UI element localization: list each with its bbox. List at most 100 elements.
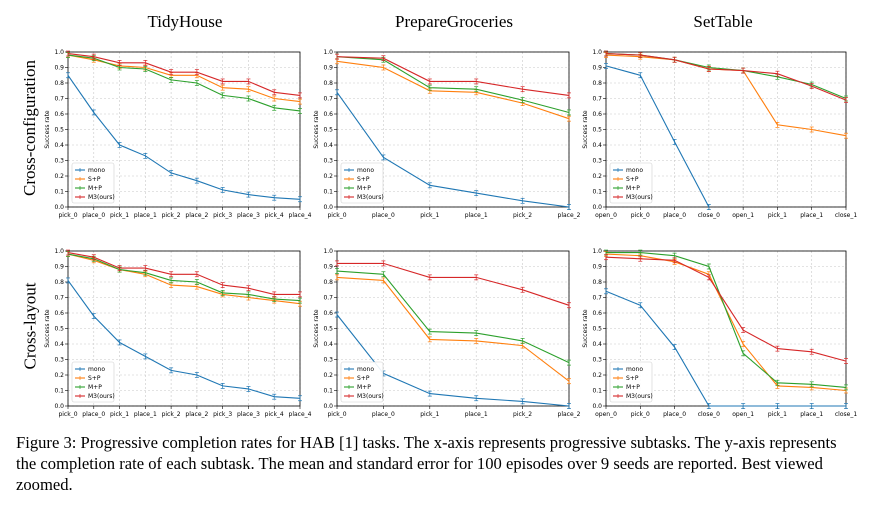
y-tick-label: 0.3	[323, 357, 333, 364]
x-tick-label: pick_0	[58, 212, 77, 219]
x-tick-label: pick_1	[110, 212, 129, 219]
y-tick-label: 0.5	[54, 127, 64, 134]
y-tick-label: 0.0	[323, 403, 333, 410]
x-tick-label: place_1	[800, 411, 823, 418]
y-tick-label: 0.9	[592, 264, 602, 271]
x-tick-label: open_1	[732, 212, 754, 219]
legend-box	[609, 162, 653, 204]
y-tick-label: 0.6	[54, 310, 64, 317]
legend-label: M3(ours)	[357, 194, 384, 201]
legend-box	[609, 361, 653, 403]
x-tick-label: place_2	[558, 212, 581, 219]
y-tick-label: 0.5	[592, 326, 602, 333]
y-tick-label: 0.0	[323, 204, 333, 211]
x-tick-label: pick_0	[327, 212, 346, 219]
series-line-M+P	[606, 252, 847, 388]
series-line-M3(ours)	[67, 252, 300, 295]
y-axis-label: Success rate	[582, 110, 589, 149]
legend-label: M+P	[357, 185, 371, 192]
x-tick-label: place_3	[237, 212, 260, 219]
legend-box	[340, 162, 384, 204]
legend-label: S+P	[626, 375, 639, 382]
series-line-M+P	[336, 270, 570, 364]
figure: TidyHouse PrepareGroceries SetTable Cros…	[20, 12, 857, 418]
y-tick-label: 0.4	[54, 142, 64, 149]
y-tick-label: 0.9	[54, 264, 64, 271]
x-tick-label: pick_0	[58, 411, 77, 418]
x-tick-label: place_3	[237, 411, 260, 418]
y-tick-label: 1.0	[592, 49, 602, 56]
x-tick-label: pick_0	[631, 212, 650, 219]
y-tick-label: 0.0	[592, 204, 602, 211]
y-tick-label: 0.4	[323, 341, 333, 348]
x-tick-label: pick_2	[513, 411, 532, 418]
y-axis-label: Success rate	[313, 110, 320, 149]
y-tick-label: 0.4	[592, 341, 602, 348]
x-tick-label: pick_1	[110, 411, 129, 418]
y-tick-label: 0.6	[592, 310, 602, 317]
series-line-M+P	[67, 253, 301, 302]
chart-panel-5: 0.0 0.1 0.2 0.3 0.4 0.5 0.6 0.7 0.8 0.9 1.0 open_0 p…	[582, 248, 857, 418]
y-tick-label: 0.0	[54, 204, 64, 211]
series-line-S+P	[67, 253, 301, 305]
x-tick-label: pick_4	[265, 411, 284, 418]
series-line-mono	[605, 290, 846, 407]
legend-label: mono	[88, 167, 105, 174]
y-tick-label: 0.2	[54, 173, 64, 180]
x-tick-label: place_0	[663, 411, 686, 418]
y-tick-label: 1.0	[54, 248, 64, 255]
x-tick-label: place_0	[372, 212, 395, 219]
y-tick-label: 0.6	[323, 111, 333, 118]
y-tick-label: 0.5	[54, 326, 64, 333]
x-tick-label: pick_1	[768, 212, 787, 219]
x-tick-label: place_0	[372, 411, 395, 418]
x-tick-label: place_0	[663, 212, 686, 219]
x-tick-label: place_2	[185, 212, 208, 219]
y-tick-label: 0.6	[323, 310, 333, 317]
legend-label: M3(ours)	[88, 393, 115, 400]
y-tick-label: 0.3	[592, 158, 602, 165]
x-tick-label: pick_0	[327, 411, 346, 418]
series-line-mono	[336, 91, 570, 208]
y-tick-label: 0.8	[323, 279, 333, 286]
y-tick-label: 0.5	[323, 127, 333, 134]
series-line-M3(ours)	[605, 256, 847, 362]
chart-panel-1: 0.0 0.1 0.2 0.3 0.4 0.5 0.6 0.7 0.8 0.9 1.0 pick_0 p…	[313, 49, 581, 219]
x-tick-label: place_1	[465, 411, 488, 418]
legend-label: S+P	[357, 375, 370, 382]
y-tick-label: 0.3	[54, 357, 64, 364]
y-axis-label: Success rate	[44, 110, 51, 149]
x-tick-label: pick_1	[420, 212, 439, 219]
y-tick-label: 0.7	[54, 295, 64, 302]
y-tick-label: 0.4	[323, 142, 333, 149]
chart-panel-0: 0.0 0.1 0.2 0.3 0.4 0.5 0.6 0.7 0.8 0.9 1.0 pick_0 p…	[44, 49, 312, 219]
legend-label: S+P	[88, 176, 101, 183]
y-tick-label: 0.2	[54, 372, 64, 379]
legend-label: M+P	[626, 384, 640, 391]
x-tick-label: open_0	[595, 411, 617, 418]
legend-box	[71, 361, 115, 403]
legend-label: M+P	[357, 384, 371, 391]
series-line-M3(ours)	[605, 53, 847, 101]
legend-label: S+P	[626, 176, 639, 183]
y-tick-label: 0.8	[592, 80, 602, 87]
y-tick-label: 0.5	[592, 127, 602, 134]
legend-label: M+P	[88, 384, 102, 391]
x-tick-label: place_1	[465, 212, 488, 219]
legend-label: S+P	[357, 176, 370, 183]
y-tick-label: 1.0	[323, 248, 333, 255]
x-tick-label: close_1	[835, 411, 857, 418]
series-line-S+P	[605, 54, 847, 137]
legend-label: M3(ours)	[357, 393, 384, 400]
x-tick-label: place_4	[289, 212, 312, 219]
chart-panel-3: 0.0 0.1 0.2 0.3 0.4 0.5 0.6 0.7 0.8 0.9 1.0 pick_0 p…	[44, 248, 312, 418]
x-tick-label: pick_3	[213, 212, 232, 219]
series-line-M+P	[336, 56, 570, 114]
x-tick-label: place_1	[134, 411, 157, 418]
legend-label: M3(ours)	[88, 194, 115, 201]
legend-box	[71, 162, 115, 204]
y-tick-label: 0.6	[592, 111, 602, 118]
y-tick-label: 0.1	[592, 189, 602, 196]
x-tick-label: close_0	[698, 411, 720, 418]
y-tick-label: 0.3	[592, 357, 602, 364]
